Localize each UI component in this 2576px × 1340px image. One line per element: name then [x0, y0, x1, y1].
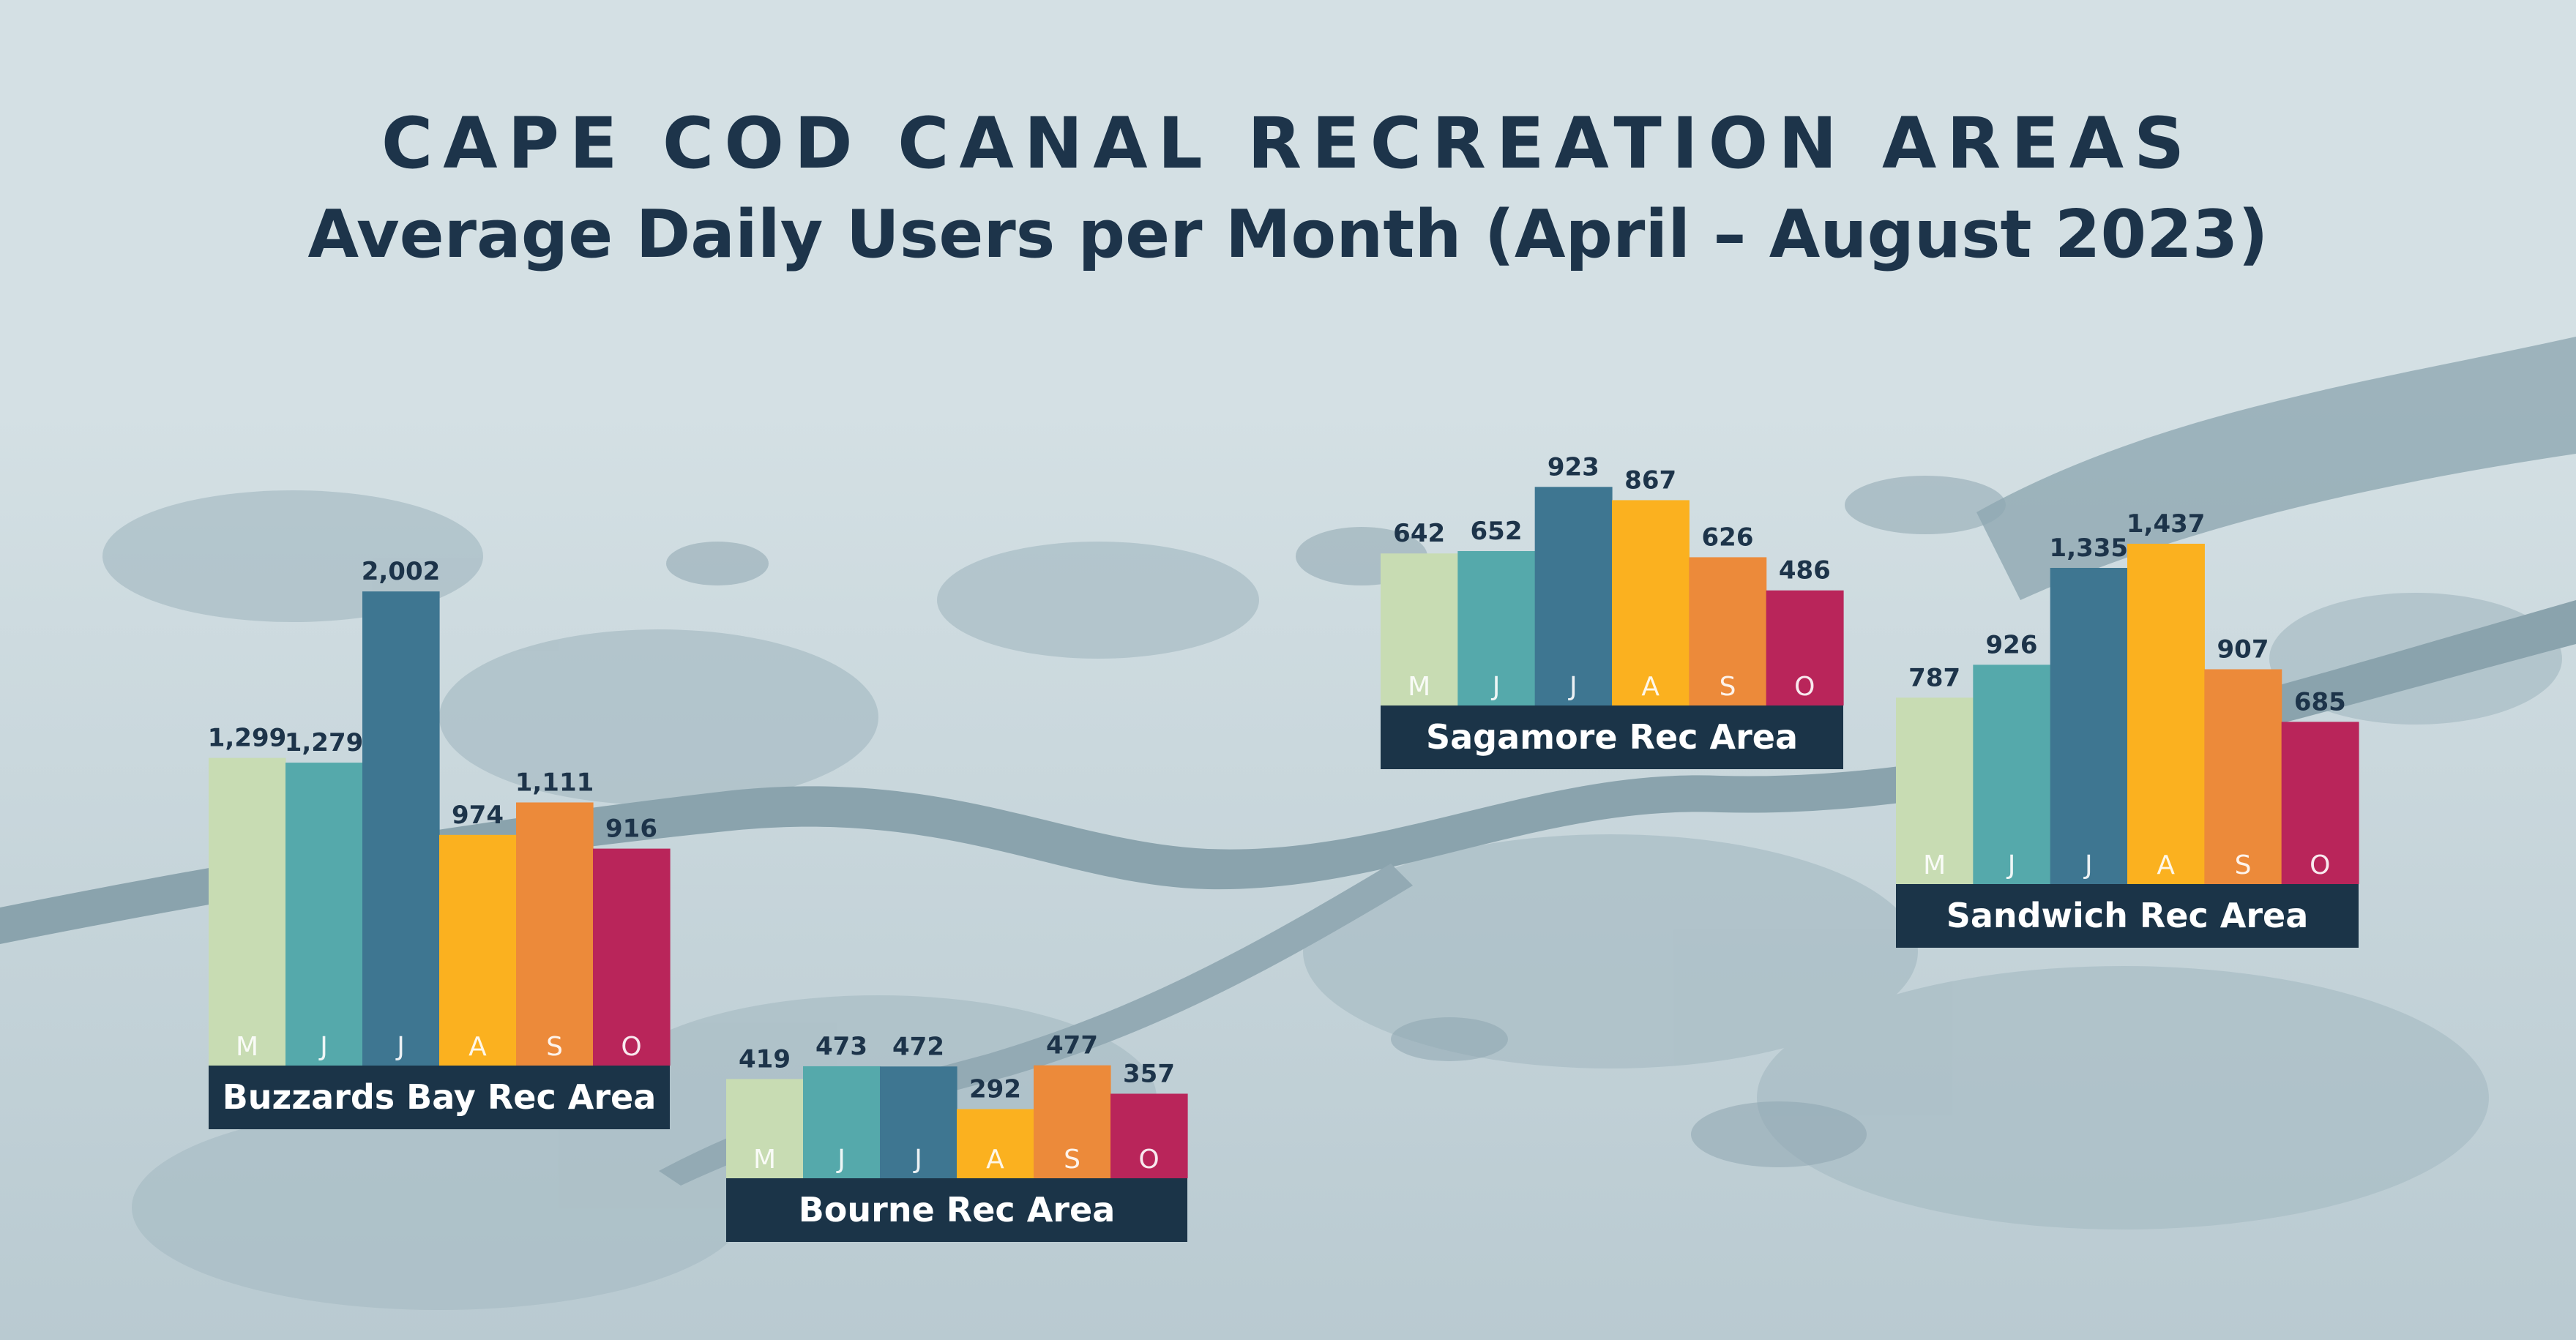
- buzzards-bay-rec-area-bar-5: [516, 802, 594, 1066]
- buzzards-bay-rec-area-value-label-2: 1,279: [285, 728, 364, 757]
- sandwich-rec-area-month-label-4: A: [2157, 850, 2175, 880]
- bourne-rec-area-month-label-1: M: [753, 1145, 776, 1175]
- sandwich-rec-area-bar-1: [1896, 697, 1974, 884]
- sandwich-rec-area-month-label-5: S: [2235, 850, 2252, 880]
- sagamore-bars: 642 M 652 J 923 J 867 A 626 S 486 O: [1381, 452, 1844, 705]
- sandwich-rec-area-bar-3: [2050, 567, 2128, 884]
- chart-subtitle: Average Daily Users per Month (April – A…: [307, 196, 2269, 273]
- sagamore-rec-area-value-label-4: 867: [1624, 465, 1676, 495]
- buzzards-bay-bars: 1,299 M 1,279 J 2,002 J 974 A 1,111 S 916 O: [208, 557, 671, 1066]
- sagamore-rec-area-bar-3: [1534, 487, 1613, 705]
- bourne-rec-area-value-label-1: 419: [739, 1044, 791, 1074]
- sagamore-rec-area-month-label-1: M: [1408, 672, 1430, 702]
- sandwich-rec-area-value-label-4: 1,437: [2127, 509, 2206, 539]
- bourne-rec-area-bar-5: [1034, 1065, 1111, 1178]
- sandwich-rec-area-bar-6: [2281, 722, 2359, 884]
- buzzards-bay-rec-area-month-label-4: A: [468, 1032, 487, 1062]
- sandwich-rec-area-value-label-6: 685: [2294, 687, 2346, 716]
- buzzards-bay-label: Buzzards Bay Rec Area: [209, 1066, 670, 1129]
- bourne-rec-area-bar-4: [957, 1109, 1034, 1178]
- bourne-bars: 419 M 473 J 472 J 292 A 477 S 357 O: [726, 1031, 1188, 1178]
- sandwich-rec-area-bar-4: [2127, 543, 2205, 884]
- sandwich-rec-area-month-label-1: M: [1923, 850, 1946, 880]
- buzzards-bay-rec-area-bar-3: [362, 591, 440, 1066]
- buzzards-bay-rec-area-value-label-3: 2,002: [362, 557, 441, 586]
- buzzards-bay-rec-area-month-label-2: J: [318, 1032, 328, 1062]
- sandwich-rec-area-bar-2: [1973, 665, 2051, 884]
- sandwich-rec-area-value-label-2: 926: [1986, 630, 2038, 659]
- bourne-rec-area-value-label-4: 292: [969, 1075, 1021, 1104]
- sandwich-rec-area-month-label-3: J: [2083, 850, 2093, 880]
- sandwich-rec-area-value-label-5: 907: [2217, 635, 2269, 664]
- sandwich-bars: 787 M 926 J 1,335 J 1,437 A 907 S 685 O: [1896, 509, 2359, 884]
- sandwich-rec-area-value-label-1: 787: [1908, 663, 1960, 692]
- bourne-chart: 419 M 473 J 472 J 292 A 477 S 357 O Bourne Rec Area: [726, 966, 1188, 1244]
- buzzards-bay-chart: 1,299 M 1,279 J 2,002 J 974 A 1,111 S 916 O Buzzard…: [208, 512, 671, 1131]
- sagamore-rec-area-bar-5: [1689, 557, 1767, 705]
- sandwich-rec-area-month-label-2: J: [2006, 850, 2016, 880]
- sagamore-rec-area-value-label-6: 486: [1779, 556, 1831, 585]
- sagamore-rec-area-bar-4: [1612, 500, 1690, 705]
- chart-title: CAPE COD CANAL RECREATION AREAS: [381, 102, 2195, 184]
- sandwich-rec-area-month-label-6: O: [2310, 850, 2330, 880]
- buzzards-bay-rec-area-month-label-6: O: [621, 1032, 641, 1062]
- sagamore-rec-area-bar-6: [1766, 590, 1844, 705]
- buzzards-bay-rec-area-bar-1: [209, 757, 286, 1066]
- buzzards-bay-rec-area-bar-2: [285, 763, 363, 1066]
- sandwich-label: Sandwich Rec Area: [1896, 884, 2359, 948]
- bourne-rec-area-month-label-6: O: [1138, 1145, 1159, 1175]
- sagamore-label: Sagamore Rec Area: [1381, 705, 1843, 769]
- bourne-rec-area-value-label-6: 357: [1123, 1059, 1175, 1088]
- bourne-rec-area-value-label-3: 472: [892, 1032, 944, 1061]
- sandwich-rec-area-bar-5: [2204, 669, 2282, 884]
- buzzards-bay-rec-area-bar-6: [593, 848, 671, 1066]
- sagamore-rec-area-bar-1: [1381, 553, 1458, 705]
- sagamore-rec-area-month-label-2: J: [1491, 672, 1501, 702]
- bourne-rec-area-month-label-5: S: [1064, 1145, 1080, 1175]
- sagamore-rec-area-value-label-1: 642: [1393, 519, 1445, 548]
- bourne-rec-area-value-label-2: 473: [815, 1032, 867, 1061]
- bourne-rec-area-bar-2: [803, 1066, 881, 1178]
- sagamore-rec-area-month-label-3: J: [1568, 672, 1578, 702]
- bourne-rec-area-bar-6: [1110, 1093, 1188, 1178]
- sagamore-rec-area-month-label-6: O: [1794, 672, 1815, 702]
- sagamore-rec-area-value-label-3: 923: [1548, 452, 1599, 482]
- sagamore-chart: 642 M 652 J 923 J 867 A 626 S 486 O Sagamore Rec Ar…: [1381, 424, 1844, 770]
- sagamore-rec-area-bar-2: [1457, 551, 1536, 705]
- sagamore-rec-area-month-label-5: S: [1720, 672, 1736, 702]
- bourne-rec-area-bar-1: [726, 1079, 804, 1178]
- buzzards-bay-rec-area-bar-4: [439, 834, 517, 1066]
- bourne-label: Bourne Rec Area: [726, 1178, 1187, 1242]
- buzzards-bay-rec-area-value-label-6: 916: [605, 815, 657, 844]
- buzzards-bay-rec-area-month-label-3: J: [395, 1032, 405, 1062]
- bourne-rec-area-month-label-2: J: [836, 1145, 845, 1175]
- bourne-rec-area-month-label-3: J: [913, 1145, 922, 1175]
- sagamore-rec-area-value-label-5: 626: [1702, 523, 1754, 552]
- buzzards-bay-rec-area-month-label-5: S: [546, 1032, 563, 1062]
- sagamore-rec-area-month-label-4: A: [1641, 672, 1660, 702]
- buzzards-bay-rec-area-value-label-5: 1,111: [515, 768, 594, 797]
- bourne-rec-area-bar-3: [880, 1066, 957, 1178]
- buzzards-bay-rec-area-value-label-4: 974: [452, 801, 504, 830]
- buzzards-bay-rec-area-value-label-1: 1,299: [208, 724, 287, 753]
- sagamore-rec-area-value-label-2: 652: [1471, 517, 1523, 546]
- sandwich-chart: 787 M 926 J 1,335 J 1,437 A 907 S 685 O Sandwich Re…: [1896, 468, 2359, 948]
- buzzards-bay-rec-area-month-label-1: M: [236, 1032, 258, 1062]
- sandwich-rec-area-value-label-3: 1,335: [2050, 534, 2129, 563]
- bourne-rec-area-month-label-4: A: [986, 1145, 1004, 1175]
- bourne-rec-area-value-label-5: 477: [1046, 1031, 1098, 1060]
